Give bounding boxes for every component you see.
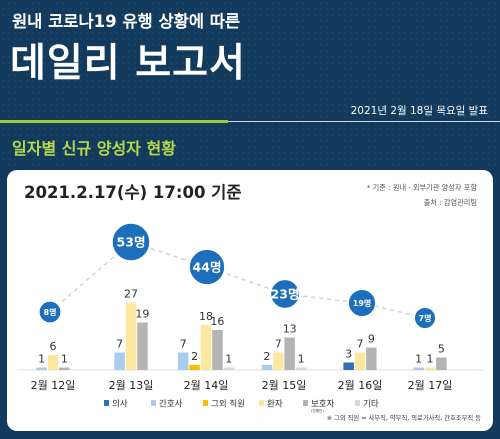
bar-보호자-2월 15일	[284, 337, 295, 370]
bar-value-label: 2	[191, 350, 198, 363]
total-bubble	[269, 278, 301, 310]
x-tick-label: 2월 15일	[262, 378, 307, 392]
legend-swatch	[259, 400, 264, 406]
report-supertitle: 원내 코로나19 유행 상황에 따른	[12, 12, 241, 31]
x-tick-label: 2월 17일	[408, 378, 453, 392]
bar-value-label: 27	[124, 288, 138, 301]
bar-환자-2월 16일	[354, 352, 366, 370]
bar-환자-2월 13일	[125, 302, 137, 370]
legend-swatch	[104, 400, 109, 406]
bar-간호사-2월 13일	[114, 352, 125, 370]
total-bubble	[413, 306, 437, 330]
bar-보호자-2월 16일	[366, 347, 377, 370]
x-tick-label: 2월 16일	[338, 378, 383, 392]
chart-source: 출처 : 감염관리팀	[424, 198, 477, 207]
x-tick-label: 2월 12일	[31, 378, 76, 392]
bar-그외 직원-2월 14일	[189, 365, 200, 370]
report-title: 데일리 보고서	[10, 41, 246, 86]
bar-value-label: 7	[357, 338, 364, 351]
accent-divider	[0, 120, 228, 123]
legend-label: 보호자	[311, 400, 335, 410]
legend-label: 환자	[267, 399, 283, 410]
divider-line	[228, 121, 500, 122]
report-date: 2021년 2월 18일 목요일 발표	[350, 105, 488, 117]
bar-value-label: 19	[135, 308, 149, 321]
chart-card: 2021.2.17(수) 17:00 기준 * 기준 : 원내 · 외부기관 양…	[7, 170, 493, 431]
bar-value-label: 3	[345, 348, 352, 361]
total-bubble	[347, 288, 377, 318]
bar-value-label: 16	[210, 315, 224, 328]
bar-간호사-2월 14일	[177, 352, 189, 370]
header-background	[0, 0, 500, 170]
total-bubble	[111, 222, 151, 262]
legend-swatch	[151, 400, 156, 406]
legend-swatch	[355, 400, 360, 406]
legend-label: 의사	[112, 399, 128, 410]
legend-swatch	[203, 400, 208, 406]
total-bubble	[188, 248, 226, 286]
bar-환자-2월 17일	[424, 367, 436, 370]
legend-label: 간호사	[159, 399, 183, 410]
section-title: 일자별 신규 양성자 현황	[12, 139, 176, 158]
bar-value-label: 1	[225, 353, 232, 366]
bar-환자-2월 12일	[47, 355, 59, 370]
legend-label: 기타	[363, 400, 379, 410]
bar-value-label: 1	[427, 353, 434, 366]
bar-간호사-2월 17일	[413, 367, 424, 370]
bar-간호사-2월 12일	[36, 367, 47, 370]
bar-환자-2월 15일	[273, 352, 284, 370]
legend-label: 그외 직원	[211, 399, 245, 410]
bar-value-label: 7	[275, 338, 282, 351]
bar-환자-2월 14일	[200, 325, 212, 370]
total-label: 19명	[353, 298, 372, 308]
total-bubble	[38, 300, 62, 324]
bar-value-label: 18	[199, 310, 213, 323]
bar-value-label: 1	[415, 353, 422, 366]
bar-간호사-2월 15일	[261, 365, 273, 370]
bar-value-label: 1	[61, 353, 68, 366]
total-label: 44명	[193, 260, 222, 275]
legend-subtext: (간병인)	[311, 408, 324, 413]
x-tick-label: 2월 13일	[109, 378, 154, 392]
bar-기타-2월 15일	[295, 367, 307, 370]
bar-기타-2월 14일	[223, 367, 235, 370]
legend-swatch	[303, 400, 308, 406]
bar-value-label: 13	[283, 323, 297, 336]
bar-value-label: 1	[38, 353, 45, 366]
x-tick-label: 2월 14일	[184, 378, 229, 392]
total-label: 53명	[117, 235, 146, 250]
bar-보호자-2월 13일	[137, 322, 148, 370]
bar-value-label: 2	[263, 350, 270, 363]
chart-footnote: ※ 그외 직원 = 사무직, 약무직, 의료기사직, 간호조무직 등	[327, 413, 481, 422]
bar-의사-2월 16일	[343, 362, 354, 370]
chart-title: 2021.2.17(수) 17:00 기준	[24, 183, 242, 202]
chart-criteria: * 기준 : 원내 · 외부기관 양성자 포함	[367, 183, 478, 192]
bar-value-label: 1	[298, 353, 305, 366]
total-label: 7명	[419, 313, 432, 323]
bar-보호자-2월 17일	[436, 357, 447, 370]
bar-value-label: 5	[438, 343, 445, 356]
bar-value-label: 7	[116, 338, 123, 351]
bar-value-label: 6	[50, 340, 57, 353]
bar-보호자-2월 14일	[212, 330, 223, 370]
bar-value-label: 9	[368, 333, 375, 346]
bar-보호자-2월 12일	[59, 367, 70, 370]
bar-value-label: 7	[180, 338, 187, 351]
chart: 2021.2.17(수) 17:00 기준 * 기준 : 원내 · 외부기관 양…	[17, 183, 483, 422]
total-label: 8명	[44, 307, 57, 317]
total-label: 23명	[271, 287, 300, 302]
